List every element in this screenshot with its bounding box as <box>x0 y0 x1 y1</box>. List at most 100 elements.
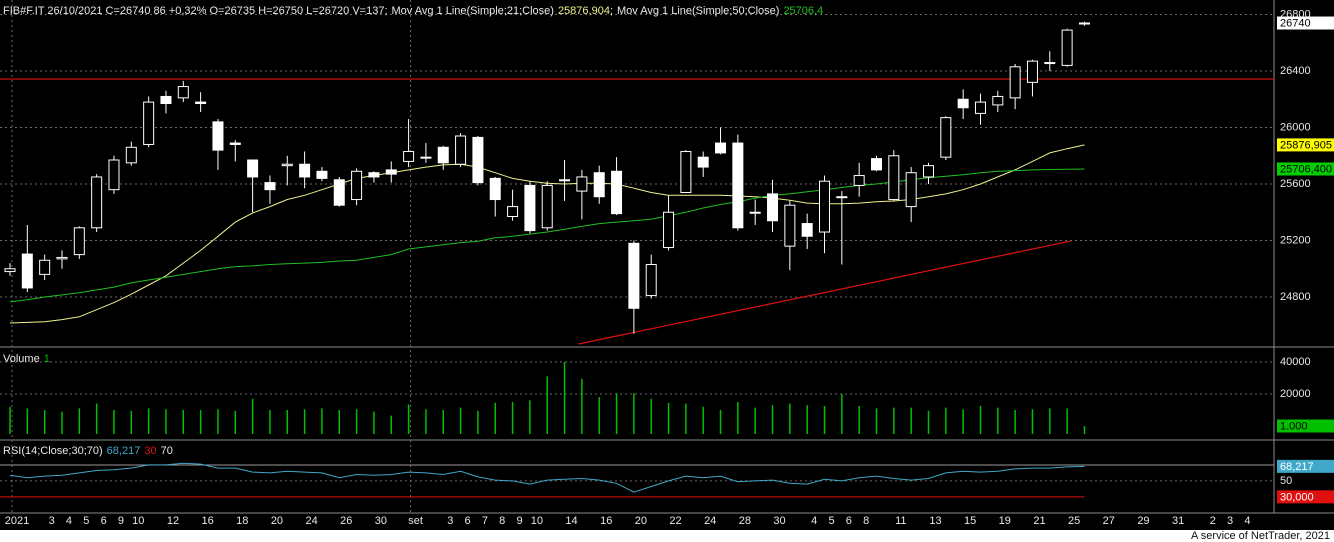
legend-value: 25876,904 <box>558 5 610 17</box>
candle-body <box>1061 29 1073 66</box>
volume-title: Volume 1 <box>3 353 50 365</box>
candle-body <box>125 146 137 164</box>
rsi-level-tag: 30,000 <box>1280 491 1314 503</box>
candle-body <box>281 163 293 167</box>
candle-body <box>922 165 934 178</box>
candle-body <box>472 136 484 184</box>
x-tick-label: 9 <box>517 515 523 527</box>
candle-body <box>524 184 536 232</box>
ma-tag: 25706,400 <box>1280 163 1332 175</box>
x-tick-label: 15 <box>964 515 976 527</box>
candle-body <box>212 121 224 151</box>
x-tick-label: 7 <box>482 515 488 527</box>
candle-body <box>628 242 640 309</box>
candle-body <box>697 156 709 168</box>
x-tick-label: 19 <box>999 515 1011 527</box>
legend-value: 25706,4 <box>783 5 823 17</box>
x-tick-label: 20 <box>271 515 283 527</box>
legend-name: Mov Avg 1 Line(Simple;21;Close) <box>392 5 554 17</box>
candle-body <box>385 169 397 175</box>
moving-average <box>9 168 1085 303</box>
candle-body <box>56 256 68 260</box>
candle-body <box>316 170 328 179</box>
candle-body <box>299 163 311 178</box>
volume-tag-box <box>1277 419 1334 433</box>
footer: A service of NetTrader, 2021 <box>1191 530 1330 542</box>
volume-last: 1 <box>44 353 50 365</box>
x-tick-label: 10 <box>132 515 144 527</box>
x-tick-label: 30 <box>375 515 387 527</box>
candle-body <box>177 86 189 99</box>
last-price-tag-box <box>1277 16 1334 30</box>
ma-tag: 25876,905 <box>1280 139 1332 151</box>
legend-separator: ; <box>610 5 613 17</box>
candle-body <box>507 206 519 217</box>
candle-body <box>853 175 865 186</box>
candle-body <box>1044 62 1056 65</box>
x-tick-label: 26 <box>340 515 352 527</box>
x-tick-label: 4 <box>66 515 72 527</box>
y-tick-label: 40000 <box>1280 356 1311 368</box>
y-tick-label: 26400 <box>1280 65 1311 77</box>
last-price-tag: 26740 <box>1280 17 1311 29</box>
y-tick-label: 50 <box>1280 475 1292 487</box>
y-tick-label: 25600 <box>1280 178 1311 190</box>
x-tick-label: 12 <box>167 515 179 527</box>
candle-body <box>351 170 363 201</box>
chart-title: FIB#F.IT 26/10/2021 C=26740 86 +0,32% O=… <box>3 5 823 17</box>
candle-body <box>732 142 744 229</box>
candle-body <box>403 151 415 162</box>
ma-tag-box <box>1277 162 1334 176</box>
rsi-tag-box <box>1277 459 1334 473</box>
x-tick-label: 29 <box>1137 515 1149 527</box>
x-tick-label: 31 <box>1172 515 1184 527</box>
x-tick-label: 2 <box>1210 515 1216 527</box>
x-tick-label: 10 <box>531 515 543 527</box>
candle-body <box>767 193 779 222</box>
candle-body <box>91 176 103 229</box>
x-tick-label: 13 <box>929 515 941 527</box>
candle-body <box>940 117 952 158</box>
candle-body <box>160 95 172 105</box>
candle-body <box>489 177 501 201</box>
x-tick-label: 3 <box>447 515 453 527</box>
x-tick-label: 22 <box>669 515 681 527</box>
x-tick-label: 20 <box>635 515 647 527</box>
x-tick-label: 4 <box>1244 515 1250 527</box>
candle-body <box>368 172 380 178</box>
candle-body <box>108 159 120 191</box>
x-tick-label: 27 <box>1103 515 1115 527</box>
x-tick-label: 3 <box>1227 515 1233 527</box>
ma-tag-box <box>1277 138 1334 152</box>
rsi-tag: 68,217 <box>1280 461 1314 473</box>
x-tick-label: 28 <box>739 515 751 527</box>
x-tick-label: 30 <box>773 515 785 527</box>
y-tick-label: 20000 <box>1280 388 1311 400</box>
candle-body <box>229 142 241 145</box>
candle-body <box>1026 60 1038 83</box>
x-tick-label: 5 <box>828 515 834 527</box>
rsi-title: RSI(14;Close;30;70) 68,217 30 70 <box>3 445 173 457</box>
candle-body <box>974 101 986 114</box>
candle-body <box>264 182 276 191</box>
x-tick-label: 21 <box>1033 515 1045 527</box>
candle-body <box>663 211 675 249</box>
x-tick-label: 8 <box>863 515 869 527</box>
x-tick-label: 6 <box>465 515 471 527</box>
x-tick-label: 4 <box>811 515 817 527</box>
x-tick-label: 11 <box>895 515 906 527</box>
rsi-last: 68,217 <box>107 445 141 457</box>
candle-body <box>576 176 588 192</box>
x-tick-label: 9 <box>118 515 124 527</box>
candle-body <box>1009 66 1021 99</box>
background <box>0 0 1334 530</box>
candle-body <box>645 264 657 297</box>
candle-body <box>819 180 831 233</box>
candle-body <box>836 196 848 199</box>
x-tick-label: 24 <box>305 515 317 527</box>
rsi-level-tag-box <box>1277 490 1334 504</box>
candle-body <box>957 98 969 109</box>
candle-body <box>541 184 553 229</box>
candle-body <box>143 101 155 145</box>
candle-body <box>559 179 571 182</box>
